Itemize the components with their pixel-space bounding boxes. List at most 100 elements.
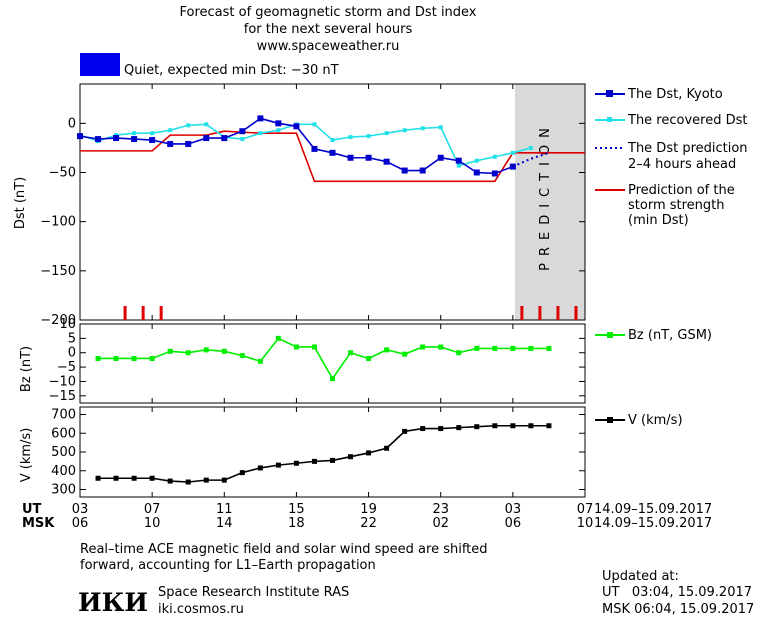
speed-point <box>402 428 408 434</box>
bz-point <box>221 348 227 354</box>
bz-point <box>438 344 444 350</box>
msk-tick-label: 22 <box>360 516 377 531</box>
speed-point <box>95 475 101 481</box>
recovered-dst-point <box>438 125 443 130</box>
dst-kyoto-point <box>293 123 300 130</box>
bz-point <box>203 347 209 353</box>
bz-point <box>474 345 480 351</box>
speed-axis-label: V (km/s) <box>19 428 34 483</box>
bz-point <box>167 348 173 354</box>
recovered-dst-point <box>510 150 515 155</box>
bz-point <box>131 355 137 361</box>
legend-bz: Bz (nT, GSM) <box>628 328 712 343</box>
status-color-swatch <box>80 53 120 76</box>
speed-ytick-label: 600 <box>51 426 76 441</box>
dst-ytick-label: −50 <box>49 166 76 181</box>
legend-speed-marker <box>607 417 613 423</box>
ut-tick-label: 07 <box>144 502 161 517</box>
iki-logo: ИКИ <box>78 588 148 617</box>
bz-point <box>510 345 516 351</box>
speed-point <box>420 426 426 432</box>
bz-ytick-label: −10 <box>49 374 76 389</box>
bz-point <box>456 350 462 356</box>
dst-axis-label: Dst (nT) <box>13 177 28 229</box>
bz-axis-label: Bz (nT) <box>19 346 34 392</box>
dst-panel-frame <box>79 83 586 321</box>
bz-ytick-label: −5 <box>57 360 76 375</box>
speed-point <box>221 477 227 483</box>
recovered-dst-point <box>384 131 389 136</box>
recovered-dst-point <box>258 131 263 136</box>
dst-kyoto-point <box>185 140 192 147</box>
ut-label: UT <box>22 502 42 517</box>
recovered-dst-point <box>240 137 245 142</box>
recovered-dst-point <box>528 145 533 150</box>
recovered-dst-point <box>492 154 497 159</box>
msk-tick-label: 06 <box>72 516 89 531</box>
bz-panel-frame <box>79 323 586 404</box>
dst-kyoto-point <box>113 135 120 142</box>
legend-bz-marker <box>607 332 613 338</box>
speed-point <box>167 478 173 484</box>
series-layer <box>77 115 585 485</box>
speed-point <box>113 475 119 481</box>
speed-point <box>293 460 299 466</box>
speed-point <box>546 423 552 429</box>
speed-point <box>384 445 390 451</box>
dst-kyoto-point <box>491 170 498 177</box>
dst-kyoto-point <box>311 145 318 152</box>
dst-kyoto-point <box>347 154 354 161</box>
speed-point <box>438 426 444 432</box>
bz-point <box>275 335 281 341</box>
speed-point <box>528 423 534 429</box>
bz-point <box>311 344 317 350</box>
speed-point <box>149 475 155 481</box>
speed-point <box>275 462 281 468</box>
institute-site[interactable]: iki.cosmos.ru <box>158 602 244 617</box>
speed-point <box>456 425 462 431</box>
recovered-dst-point <box>132 131 137 136</box>
dst-ytick-label: −150 <box>40 264 76 279</box>
speed-point <box>510 423 516 429</box>
ut-tick-label: 07 <box>577 502 594 517</box>
speed-point <box>203 477 209 483</box>
msk-tick-label: 10 <box>144 516 161 531</box>
speed-ytick-label: 300 <box>51 483 76 498</box>
updated-ut: UT 03:04, 15.09.2017 <box>602 585 752 600</box>
legend-prediction-2: 2–4 hours ahead <box>628 157 736 172</box>
recovered-dst-point <box>276 128 281 133</box>
legend-storm-2: storm strength <box>628 198 725 213</box>
bz-point <box>257 358 263 364</box>
bz-point <box>185 350 191 356</box>
ut-tick-label: 03 <box>72 502 89 517</box>
bz-line <box>98 337 549 381</box>
dst-kyoto-point <box>275 120 282 127</box>
dst-kyoto-point <box>149 137 156 144</box>
dst-kyoto-point <box>437 154 444 161</box>
speed-point <box>330 457 335 463</box>
speed-point <box>131 475 137 481</box>
bz-ytick-label: −15 <box>49 389 76 404</box>
speed-point <box>239 470 245 476</box>
recovered-dst-point <box>348 135 353 140</box>
recovered-dst-point <box>312 122 317 127</box>
recovered-dst-point <box>456 163 461 168</box>
bz-point <box>348 350 354 356</box>
prediction-band <box>515 84 585 320</box>
dst-ytick-label: −200 <box>40 313 76 328</box>
speed-point <box>185 479 191 485</box>
dst-kyoto-point <box>473 169 480 176</box>
speed-point <box>311 458 317 464</box>
recovered-dst-point <box>168 128 173 133</box>
institute-name: Space Research Institute RAS <box>158 585 349 600</box>
chart-title-line-2: for the next several hours <box>244 22 413 37</box>
dst-ytick-label: 0 <box>68 116 76 131</box>
bz-point <box>402 351 408 357</box>
legend-recovered-marker <box>607 117 612 122</box>
updated-msk: MSK 06:04, 15.09.2017 <box>602 602 754 617</box>
dst-kyoto-point <box>239 128 246 135</box>
dst-y-ticks: 0 −50 −100 −150 −200 <box>40 116 585 328</box>
dst-kyoto-point <box>131 136 138 143</box>
